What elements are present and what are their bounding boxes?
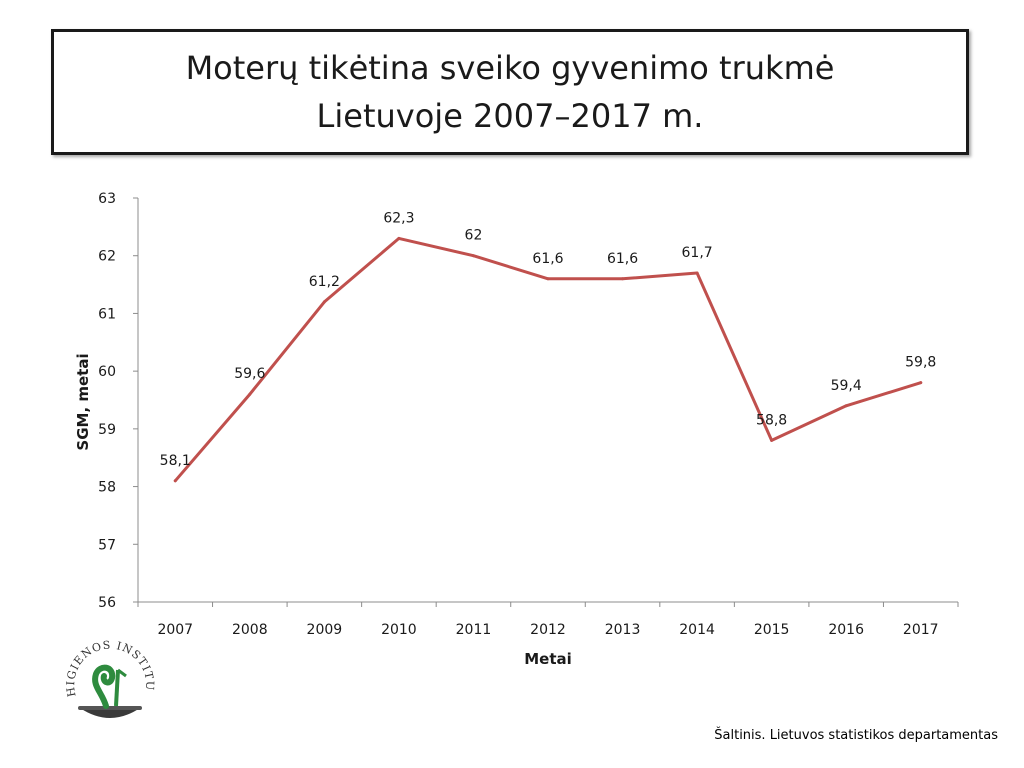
data-label: 58,8 <box>756 412 787 428</box>
data-point <box>695 271 699 275</box>
data-point <box>546 277 550 281</box>
data-label: 59,4 <box>831 378 862 394</box>
series-line <box>173 236 923 483</box>
data-label: 61,7 <box>682 245 713 261</box>
data-point <box>248 392 252 396</box>
x-tick-label: 2012 <box>530 622 566 638</box>
y-tick-label: 56 <box>98 595 116 611</box>
logo-staff <box>114 669 120 707</box>
x-tick-label: 2010 <box>381 622 417 638</box>
x-tick-label: 2008 <box>232 622 268 638</box>
x-tick-label: 2011 <box>456 622 492 638</box>
title-line-1: Moterų tikėtina sveiko gyvenimo trukmė <box>185 49 835 87</box>
data-label: 59,8 <box>905 355 936 371</box>
data-label: 61,2 <box>309 274 340 290</box>
title-box: Moterų tikėtina sveiko gyvenimo trukmė L… <box>51 29 969 155</box>
x-tick-label: 2013 <box>605 622 641 638</box>
data-point <box>397 236 401 240</box>
logo-bowl-rim <box>78 706 142 710</box>
y-tick-label: 57 <box>98 537 116 553</box>
data-label: 62,3 <box>383 210 414 226</box>
data-label: 61,6 <box>532 251 563 267</box>
logo-bowl <box>80 708 140 718</box>
x-tick-label: 2016 <box>828 622 864 638</box>
data-point <box>919 381 923 385</box>
title-line-2: Lietuvoje 2007–2017 m. <box>316 97 704 135</box>
data-label: 61,6 <box>607 251 638 267</box>
data-point <box>173 479 177 483</box>
data-point <box>471 254 475 258</box>
x-tick-label: 2009 <box>307 622 343 638</box>
y-tick-label: 59 <box>98 422 116 438</box>
y-tick-label: 58 <box>98 480 116 496</box>
higienos-institutas-logo: HIGIENOS INSTITUTAS <box>62 636 155 718</box>
y-tick-label: 62 <box>98 249 116 265</box>
data-point <box>770 438 774 442</box>
data-point <box>844 404 848 408</box>
data-label: 62 <box>465 228 483 244</box>
line-chart: 56 57 58 59 60 61 62 63 2007 2008 2009 2010 2011 2012… <box>74 191 959 668</box>
x-tick-label: 2015 <box>754 622 790 638</box>
x-axis-title: Metai <box>524 650 572 668</box>
x-tick-label: 2007 <box>157 622 193 638</box>
x-tick-label: 2014 <box>679 622 715 638</box>
data-point <box>322 300 326 304</box>
x-tick-label: 2017 <box>903 622 939 638</box>
source-note: Šaltinis. Lietuvos statistikos departame… <box>714 728 998 743</box>
y-axis-title: SGM, metai <box>74 353 92 450</box>
data-label: 58,1 <box>160 453 191 469</box>
y-tick-label: 63 <box>98 191 116 207</box>
logo-serpent <box>92 664 116 709</box>
data-label: 59,6 <box>234 366 265 382</box>
logo-staff-tip <box>117 668 127 678</box>
y-tick-label: 60 <box>98 364 116 380</box>
data-point <box>621 277 625 281</box>
y-tick-label: 61 <box>98 306 116 322</box>
